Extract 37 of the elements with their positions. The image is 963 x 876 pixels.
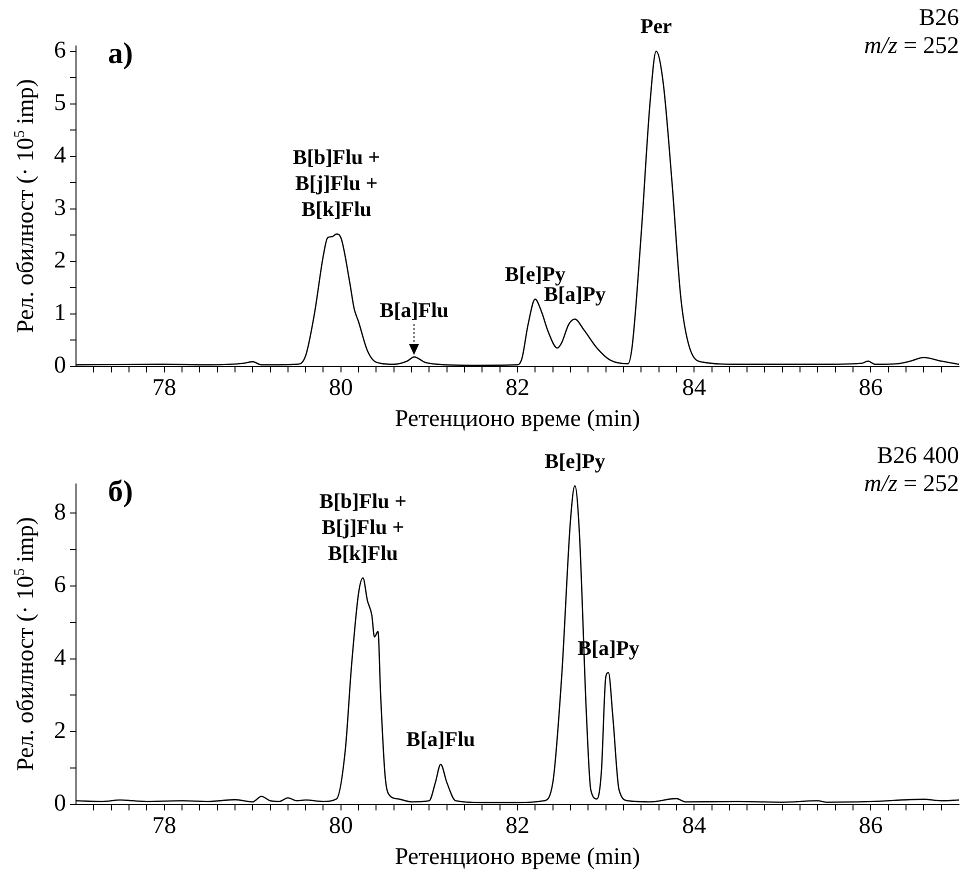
y-tick-label: 5 [54,90,66,116]
chart-title: б) [108,474,133,508]
y-tick-label: 0 [54,790,66,817]
x-tick-label: 84 [682,813,706,840]
y-tick-label: 2 [54,248,66,274]
x-tick-label: 86 [858,375,883,402]
text: B26 400 [876,442,959,470]
y-tick-label: 2 [54,718,66,744]
x-tick-label: 78 [152,375,176,402]
text: B26 [918,4,959,32]
annotation: B[a]Flu [406,726,476,752]
y-tick-label: 6 [54,38,66,64]
x-tick-label: 82 [506,813,530,840]
y-tick-label: 6 [54,572,66,598]
y-tick-label: 3 [54,195,66,222]
chart-title: a) [108,36,133,70]
y-tick-label: 1 [54,300,66,326]
annotation: B[b]Flu + B[j]Flu + B[k]Flu [292,144,380,222]
annotation: B[b]Flu + B[j]Flu + B[k]Flu [319,488,407,566]
x-tick-label: 80 [328,813,353,840]
y-tick-label: 4 [54,142,66,169]
x-tick-label: 78 [152,813,176,840]
annotation: B[e]Py [504,261,566,286]
annotation: Per [640,13,672,40]
annotation: B[e]Py [544,448,606,474]
annotation: B[a]Flu [380,296,449,323]
y-tick-label: 8 [54,499,66,526]
annotation: m/z = 252 [864,470,959,498]
y-tick-label: 4 [54,645,66,672]
x-axis-title: Ретенционо време (min) [394,844,640,870]
annotation: m/z = 252 [864,32,959,60]
x-tick-label: 86 [858,813,883,840]
y-tick-label: 0 [54,352,66,379]
x-tick-label: 82 [506,375,530,402]
x-tick-label: 80 [328,375,353,402]
x-tick-label: 84 [682,375,706,402]
x-axis-title: Ретенционо време (min) [394,406,640,432]
